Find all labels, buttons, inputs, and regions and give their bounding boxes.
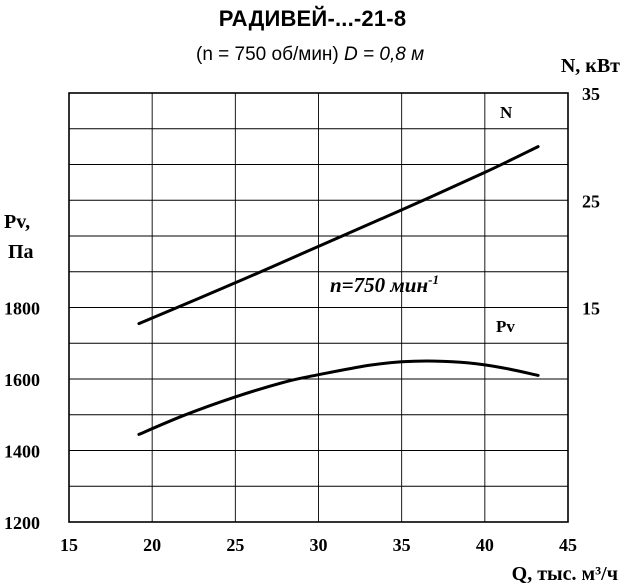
grid	[68, 92, 569, 523]
series-layer: N Pv	[137, 103, 540, 436]
plot-frame	[68, 92, 569, 523]
right-tick-label: 15	[582, 299, 600, 319]
left-axis-ticks: 1200 1400 1600 1800	[4, 299, 40, 534]
x-axis-label: Q, тыс. м³/ч	[512, 563, 618, 585]
left-axis-label-line1: Pv,	[4, 211, 30, 233]
chart-subtitle: (n = 750 об/мин) D = 0,8 м	[196, 44, 424, 66]
x-tick-label: 45	[559, 535, 577, 555]
series-n-label: N	[500, 103, 513, 122]
x-tick-label: 25	[226, 535, 244, 555]
left-tick-label: 1800	[4, 299, 40, 319]
speed-annotation-exponent: -1	[428, 272, 439, 287]
right-tick-label: 35	[582, 84, 600, 104]
series-pv-label: Pv	[496, 317, 515, 336]
left-axis-label-line2: Па	[8, 241, 34, 263]
right-axis-ticks: 15 25 35	[582, 84, 600, 319]
right-tick-label: 25	[582, 191, 600, 211]
left-tick-label: 1600	[4, 370, 40, 390]
x-axis-ticks: 15 20 25 30 35 40 45	[60, 535, 577, 555]
x-tick-label: 40	[476, 535, 494, 555]
x-tick-label: 35	[393, 535, 411, 555]
series-n-curve	[137, 145, 540, 326]
series-pv-curve	[137, 359, 540, 436]
right-axis-label: N, кВт	[561, 55, 620, 77]
subtitle-diameter: D = 0,8 м	[344, 44, 425, 65]
speed-annotation: n=750 мин-1	[330, 272, 439, 297]
x-tick-label: 15	[60, 535, 78, 555]
chart-title: РАДИВЕЙ-...-21-8	[218, 6, 407, 31]
subtitle-speed: (n = 750 об/мин)	[196, 44, 345, 65]
left-tick-label: 1400	[4, 442, 40, 462]
speed-annotation-text: n=750 мин	[330, 273, 428, 297]
left-tick-label: 1200	[4, 513, 40, 533]
x-tick-label: 30	[310, 535, 328, 555]
x-tick-label: 20	[143, 535, 161, 555]
